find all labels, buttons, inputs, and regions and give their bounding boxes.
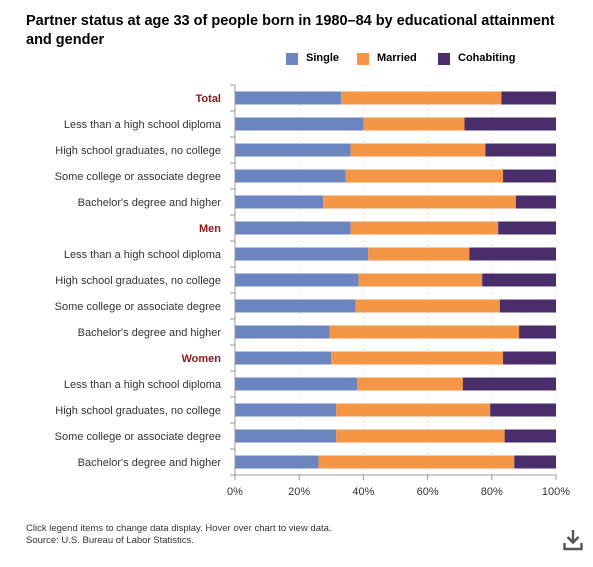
category-label: Bachelor's degree and higher bbox=[78, 327, 222, 339]
legend-swatch-single bbox=[286, 53, 298, 65]
bar-segment-married[interactable]: Bachelor's degree and higher — Married: … bbox=[318, 455, 515, 469]
bar-segment-cohabiting[interactable]: High school graduates, no college — Coha… bbox=[485, 143, 556, 157]
bar-segment-cohabiting[interactable]: Some college or associate degree — Cohab… bbox=[504, 429, 556, 443]
legend-label-married: Married bbox=[377, 52, 417, 64]
category-label: Less than a high school diploma bbox=[64, 379, 222, 391]
bar-segment-single[interactable]: Bachelor's degree and higher — Single: 2… bbox=[235, 455, 319, 469]
category-label: High school graduates, no college bbox=[55, 145, 221, 157]
footnote-source: Source: U.S. Bureau of Labor Statistics. bbox=[26, 535, 194, 546]
bar-segment-single[interactable]: High school graduates, no college — Sing… bbox=[235, 143, 351, 157]
bar-segment-single[interactable]: Less than a high school diploma — Single… bbox=[235, 117, 364, 131]
bar-segment-married[interactable]: Less than a high school diploma — Marrie… bbox=[356, 377, 463, 391]
bar-segment-single[interactable]: High school graduates, no college — Sing… bbox=[235, 273, 359, 287]
x-tick-label: 100% bbox=[542, 486, 570, 498]
bar-segment-cohabiting[interactable]: Bachelor's degree and higher — Cohabitin… bbox=[514, 455, 556, 469]
category-label: High school graduates, no college bbox=[55, 405, 221, 417]
bar-segment-cohabiting[interactable]: Bachelor's degree and higher — Cohabitin… bbox=[515, 195, 556, 209]
bar-segment-married[interactable]: Some college or associate degree — Marri… bbox=[336, 429, 505, 443]
bar-segment-cohabiting[interactable]: Some college or associate degree — Cohab… bbox=[503, 169, 556, 183]
bar-segment-married[interactable]: High school graduates, no college — Marr… bbox=[350, 143, 486, 157]
bar-segment-single[interactable]: Less than a high school diploma — Single… bbox=[235, 247, 369, 261]
bar-segment-married[interactable]: High school graduates, no college — Marr… bbox=[358, 273, 483, 287]
category-label: Some college or associate degree bbox=[55, 171, 221, 183]
bar-segment-married[interactable]: Bachelor's degree and higher — Married: … bbox=[323, 195, 516, 209]
bar-segment-cohabiting[interactable]: Less than a high school diploma — Cohabi… bbox=[462, 377, 556, 391]
bar-segment-single[interactable]: Some college or associate degree — Singl… bbox=[235, 429, 337, 443]
group-label: Total bbox=[196, 93, 221, 105]
legend-label-single: Single bbox=[306, 52, 340, 64]
bar-segment-single[interactable]: Women — Single: 30% bbox=[235, 351, 332, 365]
bar-segment-single[interactable]: Total — Single: 33% bbox=[235, 91, 341, 105]
category-label: Less than a high school diploma bbox=[64, 119, 222, 131]
bar-segment-cohabiting[interactable]: Less than a high school diploma — Cohabi… bbox=[469, 247, 556, 261]
category-label: Some college or associate degree bbox=[55, 301, 221, 313]
bar-segment-single[interactable]: Men — Single: 36% bbox=[235, 221, 351, 235]
bar-segment-cohabiting[interactable]: Bachelor's degree and higher — Cohabitin… bbox=[519, 325, 556, 339]
footnote-instructions: Click legend items to change data displa… bbox=[26, 523, 332, 534]
download-icon[interactable] bbox=[563, 529, 583, 551]
bar-segment-married[interactable]: Some college or associate degree — Marri… bbox=[345, 169, 504, 183]
bar-segment-single[interactable]: Bachelor's degree and higher — Single: 2… bbox=[235, 325, 330, 339]
category-label: Some college or associate degree bbox=[55, 431, 221, 443]
bar-segment-single[interactable]: Bachelor's degree and higher — Single: 2… bbox=[235, 195, 324, 209]
bar-segment-married[interactable]: Less than a high school diploma — Marrie… bbox=[368, 247, 470, 261]
legend-swatch-married bbox=[357, 53, 369, 65]
footnote: Click legend items to change data displa… bbox=[26, 523, 332, 547]
bar-segment-single[interactable]: Some college or associate degree — Singl… bbox=[235, 299, 356, 313]
legend: Single Married Cohabiting bbox=[0, 51, 593, 67]
bar-segment-single[interactable]: Some college or associate degree — Singl… bbox=[235, 169, 346, 183]
bar-segment-married[interactable]: Some college or associate degree — Marri… bbox=[355, 299, 500, 313]
x-tick-label: 0% bbox=[227, 486, 243, 498]
group-label: Women bbox=[181, 353, 221, 365]
chart-title: Partner status at age 33 of people born … bbox=[26, 13, 555, 48]
bar-segment-married[interactable]: Less than a high school diploma — Marrie… bbox=[363, 117, 465, 131]
bar-segment-cohabiting[interactable]: Some college or associate degree — Cohab… bbox=[499, 299, 556, 313]
bar-segment-cohabiting[interactable]: Total — Cohabiting: 17% bbox=[501, 91, 556, 105]
bar-segment-single[interactable]: Less than a high school diploma — Single… bbox=[235, 377, 357, 391]
bar-segment-cohabiting[interactable]: High school graduates, no college — Coha… bbox=[490, 403, 556, 417]
x-tick-label: 80% bbox=[481, 486, 503, 498]
bar-segment-married[interactable]: High school graduates, no college — Marr… bbox=[336, 403, 491, 417]
category-label: Bachelor's degree and higher bbox=[78, 457, 222, 469]
category-label: Less than a high school diploma bbox=[64, 249, 222, 261]
legend-label-cohabiting: Cohabiting bbox=[458, 52, 516, 64]
bar-segment-married[interactable]: Total — Married: 50% bbox=[340, 91, 502, 105]
bar-segment-married[interactable]: Bachelor's degree and higher — Married: … bbox=[329, 325, 520, 339]
bar-segment-single[interactable]: High school graduates, no college — Sing… bbox=[235, 403, 337, 417]
bar-segment-married[interactable]: Men — Married: 46% bbox=[350, 221, 499, 235]
x-tick-label: 40% bbox=[352, 486, 374, 498]
category-label: Bachelor's degree and higher bbox=[78, 197, 222, 209]
bar-segment-cohabiting[interactable]: Men — Cohabiting: 18% bbox=[498, 221, 556, 235]
bar-segment-cohabiting[interactable]: Women — Cohabiting: 16.5% bbox=[503, 351, 556, 365]
download-arrow-icon bbox=[563, 530, 583, 551]
group-label: Men bbox=[199, 223, 221, 235]
legend-swatch-cohabiting bbox=[438, 53, 450, 65]
bar-segment-cohabiting[interactable]: High school graduates, no college — Coha… bbox=[482, 273, 556, 287]
category-label: High school graduates, no college bbox=[55, 275, 221, 287]
x-tick-label: 20% bbox=[288, 486, 310, 498]
bar-segment-married[interactable]: Women — Married: 53.5% bbox=[331, 351, 504, 365]
x-tick-label: 60% bbox=[417, 486, 439, 498]
bar-segment-cohabiting[interactable]: Less than a high school diploma — Cohabi… bbox=[464, 117, 556, 131]
